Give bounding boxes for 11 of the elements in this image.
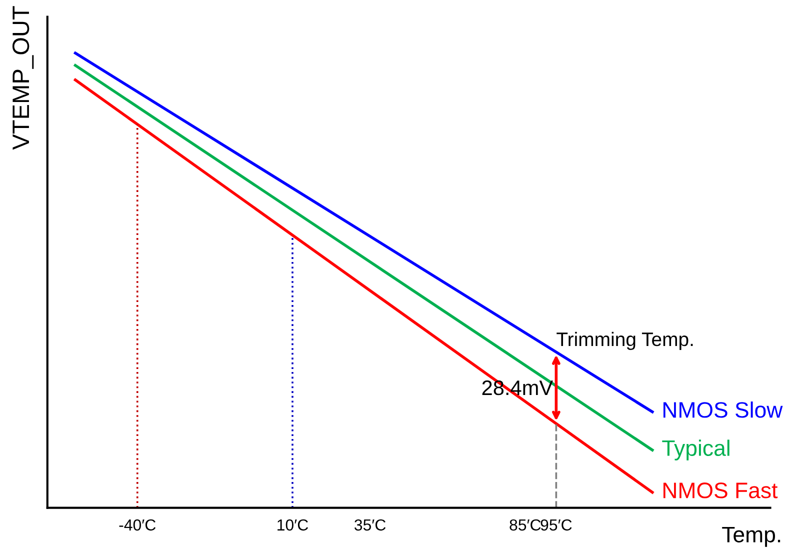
x-tick-label: 10′C [278, 519, 308, 531]
x-axis-title: Temp. [722, 526, 780, 547]
annotation: Trimming Temp. [556, 332, 693, 350]
x-tick-label: 85′C [510, 519, 541, 531]
x-tick-label: -40′C [119, 519, 156, 531]
series-label: NMOS Slow [663, 401, 783, 418]
x-tick-label: 95′C [540, 519, 572, 531]
y-axis-title: VTEMP_OUT [12, 6, 34, 150]
series-label: Typical [662, 440, 730, 460]
series-label: NMOS Fast [663, 482, 778, 498]
x-tick-label: 35′C [354, 519, 386, 531]
